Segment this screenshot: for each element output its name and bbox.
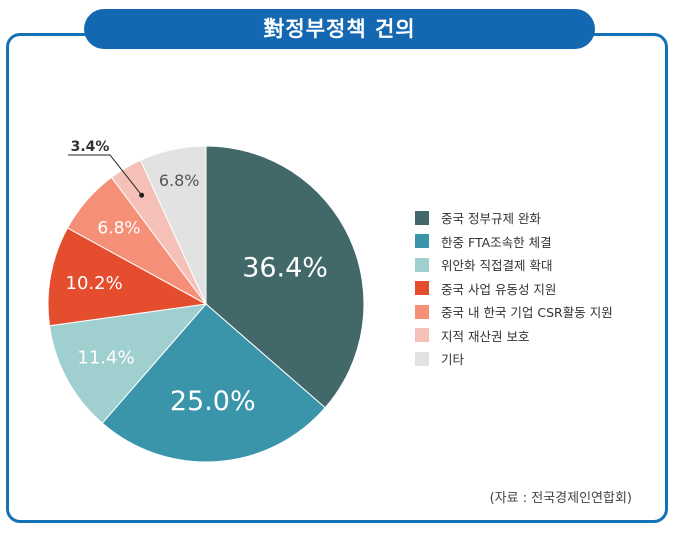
legend-item-6: 지적 재산권 보호 — [415, 324, 613, 348]
chart-title: 對정부정책 건의 — [84, 9, 595, 49]
data-label-7: 6.8% — [159, 171, 200, 190]
data-label-1: 36.4% — [242, 252, 328, 283]
leader-line — [68, 154, 143, 196]
legend-swatch — [415, 257, 429, 272]
legend-item-2: 한중 FTA조속한 체결 — [415, 230, 613, 254]
legend-item-4: 중국 사업 유동성 지원 — [415, 277, 613, 301]
legend-item-5: 중국 내 한국 기업 CSR활동 지원 — [415, 300, 613, 324]
legend-label: 지적 재산권 보호 — [441, 328, 530, 344]
legend-swatch — [415, 210, 429, 225]
legend-label: 한중 FTA조속한 체결 — [441, 234, 552, 250]
legend-item-3: 위안화 직접결제 확대 — [415, 253, 613, 277]
legend-swatch — [415, 234, 429, 249]
legend-label: 중국 정부규제 완화 — [441, 211, 541, 227]
data-label-5: 6.8% — [97, 218, 140, 238]
pie-slice-4 — [47, 227, 208, 327]
data-label-4: 10.2% — [66, 273, 123, 294]
legend-label: 위안화 직접결제 확대 — [441, 258, 553, 274]
legend-label: 중국 사업 유동성 지원 — [441, 281, 557, 297]
pie-slice-7 — [139, 145, 207, 305]
data-label-2: 25.0% — [170, 386, 256, 417]
source-note: (자료 : 전국경제인연합회) — [489, 491, 632, 506]
legend-label: 중국 내 한국 기업 CSR활동 지원 — [441, 305, 613, 321]
data-label-3: 11.4% — [77, 348, 134, 369]
legend-swatch — [415, 351, 429, 366]
pie-slice-2 — [101, 303, 326, 463]
legend-label: 기타 — [441, 352, 465, 368]
legend-swatch — [415, 304, 429, 319]
legend-swatch — [415, 328, 429, 343]
pie-slice-1 — [205, 145, 365, 409]
legend-item-1: 중국 정부규제 완화 — [415, 206, 613, 230]
data-label-6: 3.4% — [71, 139, 110, 155]
legend-swatch — [415, 281, 429, 296]
pie-slice-3 — [48, 303, 208, 424]
legend-item-7: 기타 — [415, 347, 613, 371]
